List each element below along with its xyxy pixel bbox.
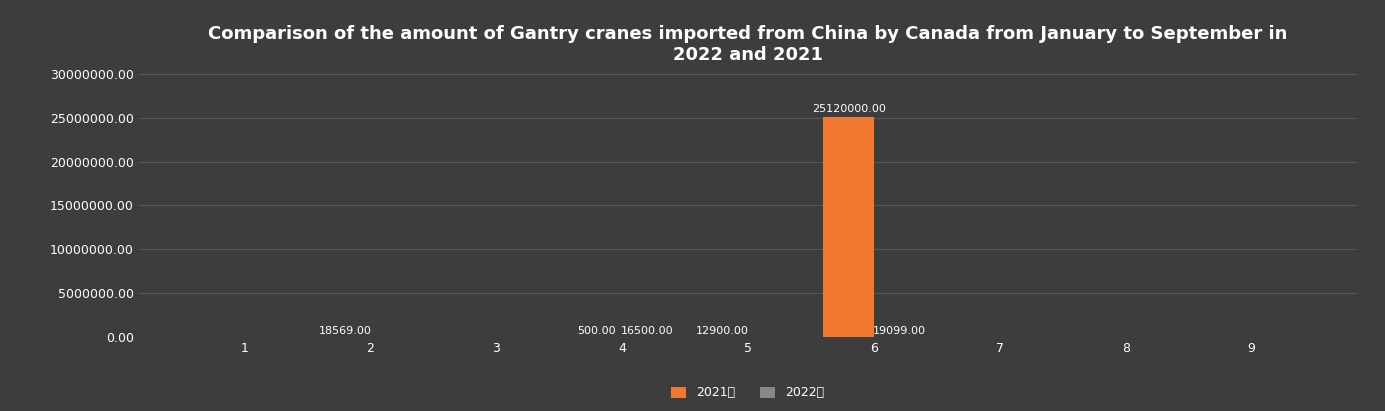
Legend: 2021年, 2022年: 2021年, 2022年 [666, 381, 830, 404]
Text: 500.00: 500.00 [578, 326, 616, 336]
Text: 19099.00: 19099.00 [873, 326, 925, 335]
Bar [824, 117, 874, 337]
Text: 18569.00: 18569.00 [319, 326, 371, 335]
Title: Comparison of the amount of Gantry cranes imported from China by Canada from Jan: Comparison of the amount of Gantry crane… [208, 25, 1288, 64]
Text: 12900.00: 12900.00 [697, 326, 749, 336]
Text: 25120000.00: 25120000.00 [812, 104, 885, 114]
Text: 16500.00: 16500.00 [620, 326, 673, 335]
